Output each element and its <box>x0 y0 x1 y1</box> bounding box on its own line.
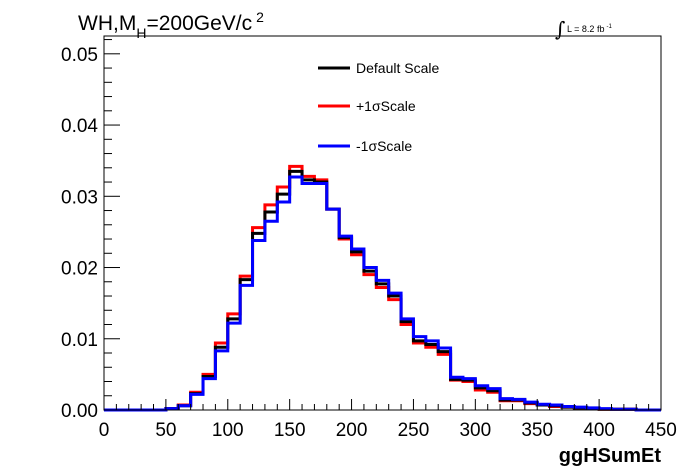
legend-label-1: +1σScale <box>356 98 416 114</box>
chart-title-subscript: H <box>136 25 146 41</box>
x-tick-label: 200 <box>336 420 368 441</box>
x-tick-label: 350 <box>521 420 553 441</box>
y-tick-label: 0.03 <box>61 187 98 208</box>
x-tick-label: 450 <box>645 420 677 441</box>
y-tick-label: 0.00 <box>61 401 98 422</box>
axis-tick-labels: 0 50 100 150 200 250 300 350 400 450 0.00 0.01 0.02 0… <box>61 45 677 441</box>
x-tick-label: 100 <box>212 420 244 441</box>
chart-title: WH,MH=200GeV/c 2 <box>78 9 264 41</box>
legend-label-0: Default Scale <box>356 60 439 76</box>
y-tick-label: 0.01 <box>61 330 98 351</box>
lumi-integral: ∫ <box>555 17 565 41</box>
x-tick-label: 250 <box>398 420 430 441</box>
chart-title-superscript: 2 <box>256 9 264 25</box>
x-tick-label: 400 <box>583 420 615 441</box>
x-tick-label: 0 <box>99 420 110 441</box>
legend-label-2: -1σScale <box>356 138 412 154</box>
y-tick-label: 0.02 <box>61 259 98 280</box>
chart-title-main: WH,M <box>78 12 136 35</box>
chart-title-rest: =200GeV/c <box>146 12 252 35</box>
x-tick-label: 50 <box>155 420 176 441</box>
x-tick-label: 300 <box>459 420 491 441</box>
lumi-label: L = 8.2 fb -1 <box>567 24 612 34</box>
axis-ticks <box>103 39 662 411</box>
legend: Default Scale +1σScale -1σScale <box>318 60 439 154</box>
lumi-label-superscript: -1 <box>606 24 612 30</box>
y-tick-label: 0.04 <box>61 116 98 137</box>
x-tick-label: 150 <box>274 420 306 441</box>
plot-frame <box>103 35 662 411</box>
x-axis-label: ggHSumEt <box>559 445 662 467</box>
lumi-label-text: L = 8.2 fb <box>567 24 604 34</box>
y-tick-label: 0.05 <box>61 45 98 66</box>
